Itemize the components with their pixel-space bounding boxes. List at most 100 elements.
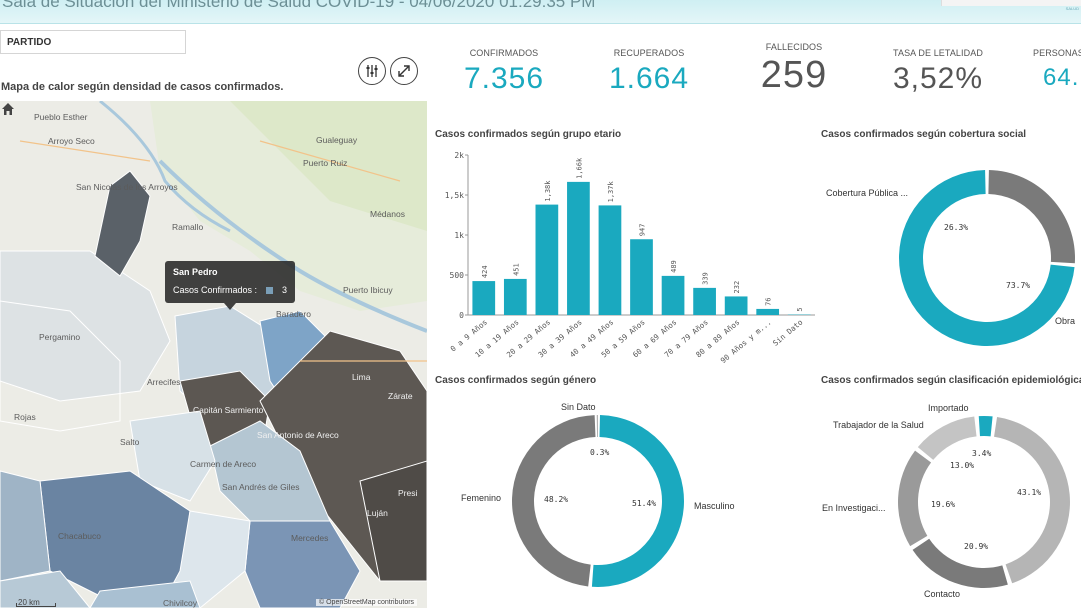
donut-category-label: Sin Dato (561, 402, 596, 412)
map-place-label: Capitán Sarmiento (193, 405, 264, 415)
bar[interactable] (724, 296, 748, 315)
map-scale-bar (16, 603, 56, 607)
donut-pct-label: 48.2% (544, 495, 569, 504)
bar[interactable] (630, 239, 653, 315)
map-settings-button[interactable] (358, 57, 386, 85)
expand-icon (398, 65, 410, 77)
donut-slice[interactable] (912, 538, 1008, 588)
map-place-label: Salto (120, 437, 140, 447)
bar[interactable] (693, 287, 716, 315)
heat-map[interactable]: Pueblo Esther Arroyo Seco San Nicolás de… (0, 101, 427, 608)
donut-pct-label: 19.6% (931, 500, 956, 509)
kpi-label: FALLECIDOS (765, 42, 823, 52)
donut-pct-label: 43.1% (1017, 488, 1042, 497)
y-tick-label: 1k (454, 231, 464, 240)
tooltip-swatch (266, 287, 273, 294)
donut-pct-label: 3.4% (972, 449, 992, 458)
donut-slice[interactable] (511, 415, 596, 587)
header-right-panel (941, 0, 1081, 6)
donut-category-label: Trabajador de la Salud (833, 420, 924, 430)
donut-slice[interactable] (917, 416, 977, 460)
map-place-label: Ramallo (172, 222, 204, 232)
kpi-label: TASA DE LETALIDAD (893, 48, 983, 58)
bar[interactable] (756, 308, 780, 315)
map-title: Mapa de calor según densidad de casos co… (1, 81, 284, 93)
map-place-label: Chacabuco (58, 531, 102, 541)
donut-pct-label: 13.0% (950, 461, 975, 470)
map-canvas[interactable] (0, 101, 427, 608)
bar[interactable] (661, 275, 685, 315)
donut-pct-label: 0.3% (590, 448, 610, 457)
bar-value-label: 1,37k (607, 181, 615, 203)
bar[interactable] (535, 204, 559, 315)
y-tick-label: 1,5k (445, 191, 464, 200)
bar[interactable] (598, 205, 622, 315)
bar[interactable] (567, 181, 590, 315)
y-tick-label: 0 (459, 311, 464, 320)
tooltip-label: Casos Confirmados : (173, 285, 258, 295)
kpi-value: 64. (1043, 64, 1080, 91)
bar-value-label: 5 (796, 307, 804, 311)
map-place-label: Luján (367, 508, 388, 518)
kpi-label: RECUPERADOS (613, 48, 685, 58)
map-tooltip: San Pedro Casos Confirmados : 3 (165, 261, 295, 310)
bar-value-label: 451 (512, 263, 520, 276)
map-fullscreen-button[interactable] (390, 57, 418, 85)
bar[interactable] (472, 281, 496, 315)
bar-value-label: 1,66k (575, 157, 583, 179)
donut-pct-label: 51.4% (632, 499, 657, 508)
map-place-label: San Nicolás de los Arroyos (76, 182, 178, 192)
donut-slice[interactable] (591, 415, 684, 587)
donut-slice[interactable] (988, 170, 1075, 264)
epi-chart-title: Casos confirmados según clasificación ep… (821, 375, 1081, 386)
bar-value-label: 232 (733, 281, 741, 294)
kpi-value: 7.356 (463, 62, 545, 95)
bar[interactable] (503, 278, 527, 315)
tooltip-title: San Pedro (173, 267, 218, 277)
map-attribution[interactable]: © OpenStreetMap contributors (316, 599, 418, 606)
kpi-value: 259 (760, 54, 828, 96)
y-tick-label: 500 (450, 271, 465, 280)
y-tick-label: 2k (454, 151, 464, 160)
donut-slice[interactable] (978, 416, 993, 437)
sliders-icon (366, 65, 378, 77)
x-tick-label: Sin Dato (771, 317, 805, 347)
kpi-personas: PERSONAS 64. (1033, 48, 1081, 92)
map-place-label: Médanos (370, 209, 405, 219)
map-place-label: Chivilcoy (163, 598, 198, 608)
bar-value-label: 339 (702, 272, 710, 285)
map-scale-label: 20 km (18, 598, 40, 607)
age-chart-title: Casos confirmados según grupo etario (435, 129, 622, 140)
map-place-label: Lima (352, 372, 371, 382)
gender-chart-title: Casos confirmados según género (435, 375, 597, 386)
map-place-label: San Antonio de Areco (257, 430, 339, 440)
donut-category-label: Obra (1055, 316, 1076, 326)
tooltip-arrow (224, 303, 236, 310)
kpi-label: PERSONAS (1033, 48, 1081, 58)
map-place-label: Presi (398, 488, 418, 498)
home-icon[interactable] (0, 101, 16, 117)
map-place-label: Mercedes (291, 533, 329, 543)
donut-slice[interactable] (898, 450, 932, 547)
bar-value-label: 1,38k (544, 180, 552, 202)
coverage-donut-chart[interactable] (895, 168, 1081, 350)
epi-donut-chart[interactable] (896, 414, 1076, 594)
donut-pct-label: 26.3% (944, 223, 969, 232)
page-title: Sala de Situación del Ministerio de Salu… (2, 0, 596, 11)
donut-slice[interactable] (596, 415, 598, 438)
kpi-value: 1.664 (608, 62, 690, 95)
map-place-label: Pergamino (39, 332, 81, 342)
donut-slice[interactable] (994, 416, 1070, 584)
map-place-label: Puerto Ruiz (303, 158, 348, 168)
map-place-label: Carmen de Areco (190, 459, 257, 469)
donut-pct-label: 73.7% (1006, 281, 1031, 290)
donut-category-label: En Investigaci... (822, 503, 886, 513)
gender-donut-chart[interactable] (510, 413, 690, 593)
tooltip-value: 3 (282, 285, 288, 295)
map-place-label: Rojas (14, 412, 36, 422)
partido-filter[interactable]: PARTIDO (0, 30, 186, 54)
bar-value-label: 424 (481, 265, 489, 278)
donut-category-label: Contacto (924, 589, 961, 599)
donut-category-label: Femenino (461, 493, 502, 503)
